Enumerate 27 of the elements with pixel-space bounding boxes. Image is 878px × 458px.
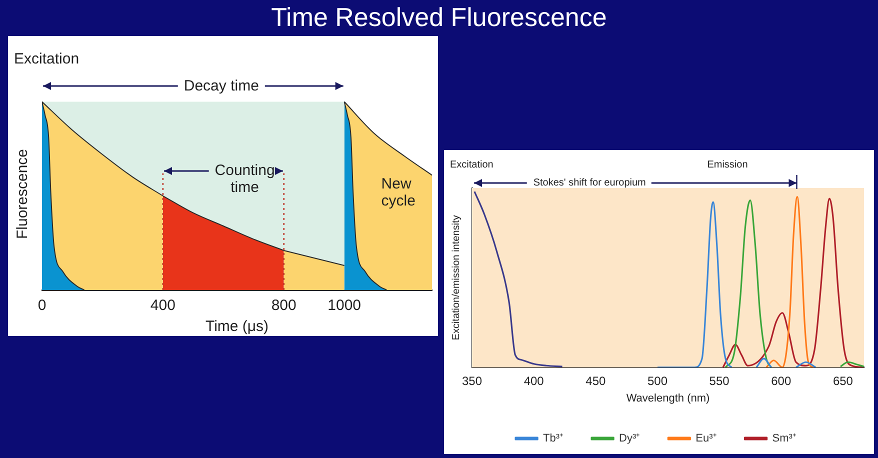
- chart-title: Time Resolved Fluorescence: [270, 2, 608, 33]
- text: Excitation: [450, 159, 494, 170]
- x-tick-label: 450: [586, 374, 606, 388]
- x-tick-label: 650: [832, 374, 854, 388]
- y-axis-title: Excitation/emission intensity: [450, 215, 462, 340]
- annotation: Counting time: [214, 162, 275, 196]
- x-tick-label: 550: [709, 374, 730, 388]
- legend-label: Sm³⁺: [772, 432, 796, 445]
- legend-label: Eu³⁺: [696, 432, 717, 445]
- x-axis-title: Wavelength (nm): [626, 392, 710, 404]
- text: Decay time: [184, 78, 259, 95]
- x-tick-label: 0: [38, 297, 46, 314]
- x-tick-label: 500: [647, 374, 668, 388]
- x-axis-title: Time (μs): [205, 318, 269, 336]
- legend-label: Dy³⁺: [619, 432, 640, 445]
- legend-label: Tb³⁺: [543, 432, 564, 445]
- x-tick-label: 350: [462, 374, 482, 388]
- x-tick-label: 600: [771, 374, 792, 388]
- y-axis-title: Fluorescence: [14, 148, 32, 240]
- text: Stokes' shift for europium: [533, 177, 646, 188]
- annotation: New cycle: [381, 176, 416, 210]
- x-tick-label: 400: [150, 297, 176, 314]
- x-tick-label: 1000: [328, 297, 362, 314]
- x-tick-label: 400: [524, 374, 544, 388]
- text: Excitation: [14, 50, 80, 68]
- text: Emission: [707, 159, 748, 170]
- x-tick-label: 800: [271, 297, 296, 314]
